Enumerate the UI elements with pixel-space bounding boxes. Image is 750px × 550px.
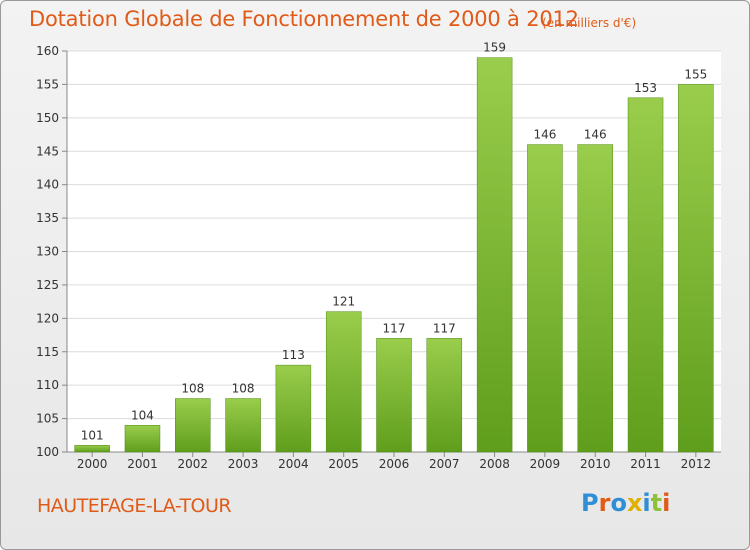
x-tick-label: 2008	[479, 457, 510, 471]
bar	[426, 338, 463, 453]
unit-note: (en milliers d'€)	[542, 16, 637, 30]
y-tick-label: 115	[36, 345, 59, 359]
x-tick-label: 2005	[328, 457, 359, 471]
proxiti-logo: Proxiti	[581, 489, 671, 517]
bar-value-label: 159	[483, 41, 506, 55]
bar	[74, 445, 110, 453]
bar-value-label: 101	[81, 428, 104, 442]
y-tick-label: 160	[36, 44, 59, 58]
bar	[175, 398, 211, 453]
y-tick-label: 110	[36, 378, 59, 392]
bar-value-label: 108	[181, 382, 204, 396]
x-tick-label: 2006	[379, 457, 410, 471]
bar	[476, 57, 513, 453]
bar	[325, 311, 362, 453]
bar	[124, 425, 161, 453]
x-tick-label: 2012	[681, 457, 712, 471]
bar	[527, 144, 563, 453]
y-tick-label: 100	[36, 445, 59, 459]
bar	[577, 144, 613, 453]
x-tick-label: 2004	[278, 457, 309, 471]
y-tick-label: 150	[36, 111, 59, 125]
bar-value-label: 113	[282, 348, 305, 362]
bar-value-label: 153	[634, 81, 657, 95]
x-tick-label: 2009	[530, 457, 561, 471]
bar-value-label: 117	[383, 321, 406, 335]
x-tick-label: 2010	[580, 457, 611, 471]
bar-chart: 100105110115120125130135140145150155160 …	[36, 41, 721, 471]
bar	[376, 338, 412, 453]
bar-value-label: 146	[584, 128, 607, 142]
x-tick-label: 2002	[177, 457, 208, 471]
x-tick-label: 2001	[127, 457, 158, 471]
bar	[627, 97, 664, 453]
y-tick-label: 125	[36, 278, 59, 292]
y-tick-label: 145	[36, 144, 59, 158]
bar-value-label: 108	[232, 382, 255, 396]
x-tick-label: 2000	[77, 457, 108, 471]
bar	[225, 398, 261, 453]
bar-value-label: 146	[533, 128, 556, 142]
y-tick-label: 155	[36, 77, 59, 91]
y-tick-label: 140	[36, 178, 59, 192]
x-tick-label: 2003	[228, 457, 259, 471]
bar-value-label: 155	[684, 67, 707, 81]
y-tick-label: 130	[36, 245, 59, 259]
y-tick-label: 135	[36, 211, 59, 225]
bar-value-label: 104	[131, 408, 154, 422]
bar-value-label: 121	[332, 295, 355, 309]
place-name: HAUTEFAGE-LA-TOUR	[37, 495, 232, 517]
y-tick-label: 105	[36, 412, 59, 426]
y-tick-label: 120	[36, 311, 59, 325]
bar	[678, 84, 714, 453]
bar	[275, 364, 312, 453]
bar-value-label: 117	[433, 321, 456, 335]
x-tick-label: 2007	[429, 457, 460, 471]
x-tick-label: 2011	[630, 457, 661, 471]
chart-title: Dotation Globale de Fonctionnement de 20…	[29, 7, 579, 31]
